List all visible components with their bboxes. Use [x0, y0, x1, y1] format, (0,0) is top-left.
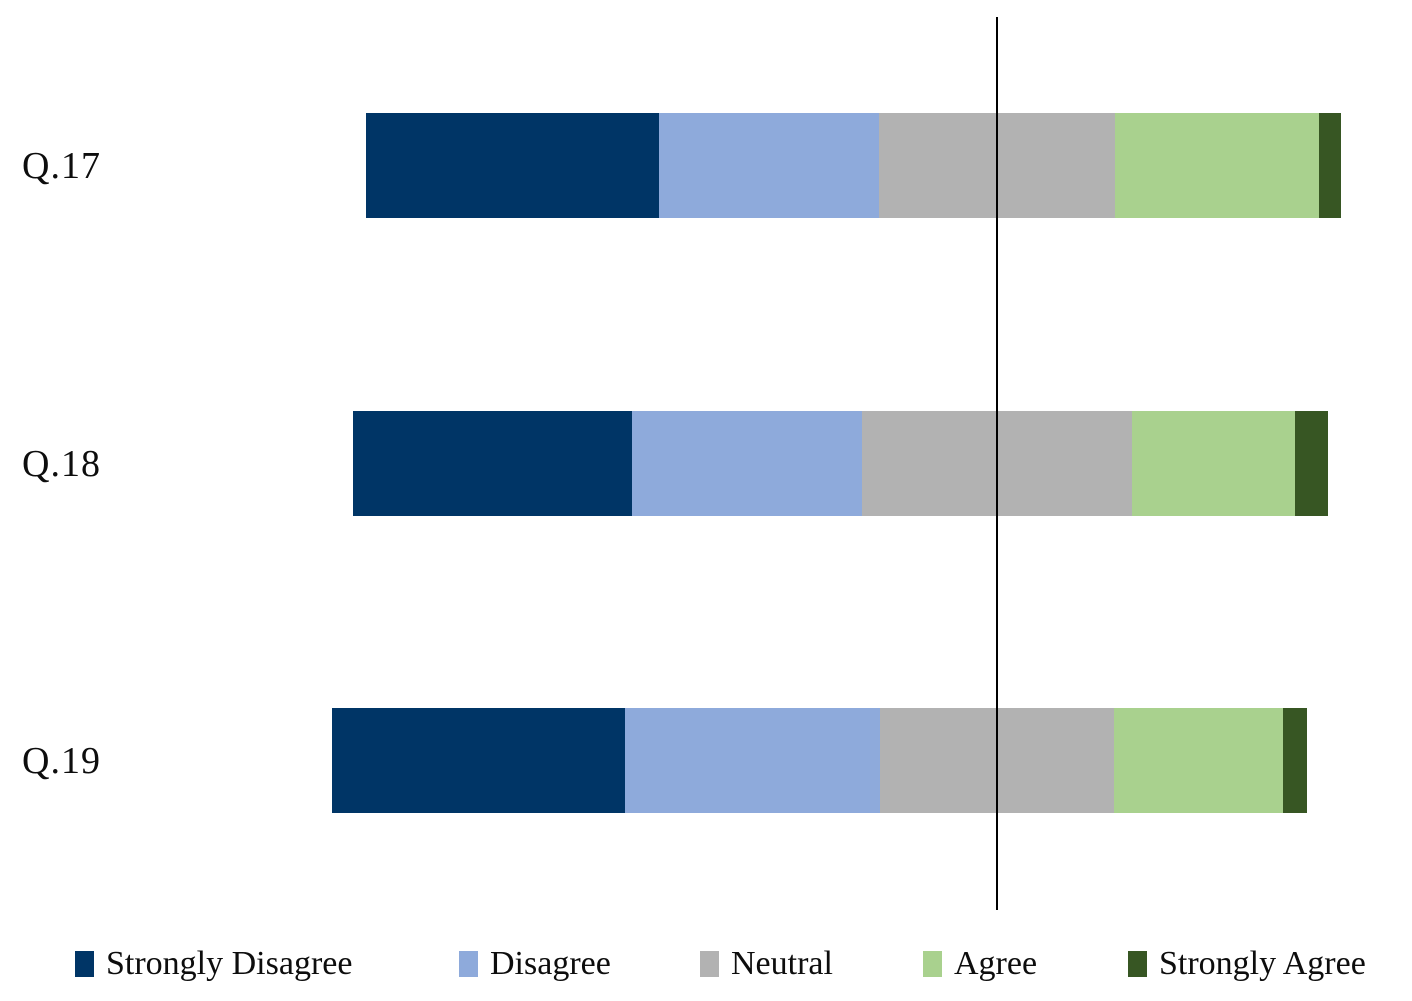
bar-segment-agree: [1114, 113, 1319, 218]
legend-label: Strongly Agree: [1159, 945, 1366, 982]
bar-segment-disagree: [624, 708, 880, 813]
bar-row-q-17: Q.17: [0, 113, 1412, 218]
bar-segment-strongly-agree: [1282, 708, 1307, 813]
bar-segment-agree: [1113, 708, 1283, 813]
center-reference-line: [996, 17, 998, 910]
stacked-bar: [366, 113, 1342, 218]
legend-label: Agree: [954, 945, 1038, 982]
bar-row-q-18: Q.18: [0, 411, 1412, 516]
category-label: Q.18: [22, 442, 101, 485]
stacked-bar: [332, 708, 1307, 813]
legend-swatch-icon: [459, 951, 478, 977]
legend-label: Strongly Disagree: [106, 945, 353, 982]
legend-swatch-icon: [75, 951, 94, 977]
legend-item-neutral: Neutral: [700, 944, 833, 984]
stacked-bar: [353, 411, 1328, 516]
legend-swatch-icon: [923, 951, 942, 977]
legend-item-disagree: Disagree: [459, 944, 611, 984]
legend-item-agree: Agree: [923, 944, 1037, 984]
legend-swatch-icon: [700, 951, 719, 977]
bar-segment-disagree: [658, 113, 880, 218]
bar-segment-disagree: [631, 411, 862, 516]
legend-label: Disagree: [490, 945, 611, 982]
legend-label: Neutral: [731, 945, 833, 982]
bar-segment-strongly-disagree: [353, 411, 632, 516]
category-label: Q.17: [22, 144, 101, 187]
bar-row-q-19: Q.19: [0, 708, 1412, 813]
legend: Strongly Disagree Disagree Neutral Agree Str…: [0, 944, 1412, 988]
bar-segment-agree: [1132, 411, 1295, 516]
legend-item-strongly-agree: Strongly Agree: [1128, 944, 1366, 984]
legend-swatch-icon: [1128, 951, 1147, 977]
bar-segment-strongly-agree: [1318, 113, 1342, 218]
category-label: Q.19: [22, 739, 101, 782]
bar-segment-strongly-disagree: [366, 113, 659, 218]
bar-segment-strongly-disagree: [332, 708, 625, 813]
legend-item-strongly-disagree: Strongly Disagree: [75, 944, 352, 984]
bar-segment-strongly-agree: [1294, 411, 1328, 516]
